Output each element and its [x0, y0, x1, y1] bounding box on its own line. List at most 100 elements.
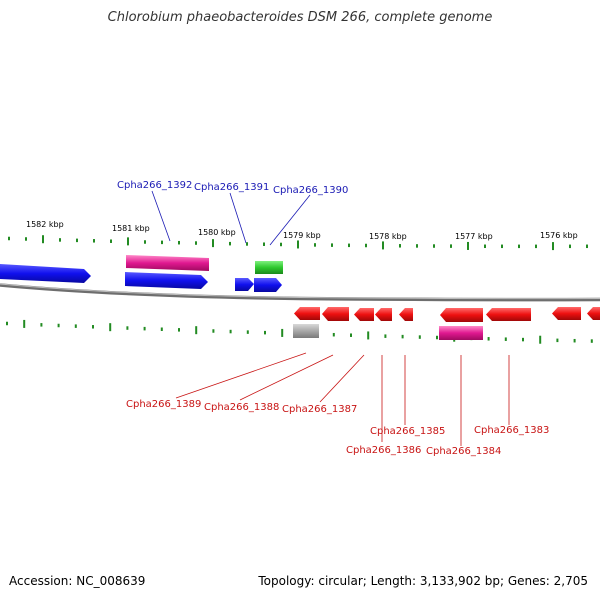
gene-arrow-reverse[interactable] — [440, 308, 483, 322]
kbp-label: 1576 kbp — [540, 231, 578, 240]
gene-label-cpha266-1385[interactable]: Cpha266_1385 — [370, 426, 445, 437]
gene-arrow-reverse[interactable] — [486, 308, 531, 321]
forward-gene-labels: Cpha266_1392 Cpha266_1391 Cpha266_1390 — [117, 180, 348, 246]
tick-mark — [229, 241, 231, 246]
tick-mark — [42, 235, 44, 244]
tick-mark — [350, 333, 352, 337]
tick-mark — [556, 338, 559, 343]
pseudo-gene[interactable] — [293, 324, 319, 338]
tick-mark — [246, 330, 249, 334]
kbp-label: 1578 kbp — [369, 232, 407, 241]
tick-mark — [297, 240, 299, 249]
tick-mark — [382, 241, 384, 250]
gene-label-cpha266-1392[interactable]: Cpha266_1392 — [117, 180, 192, 191]
tick-mark — [501, 244, 503, 249]
tick-mark — [25, 237, 27, 241]
tick-mark — [74, 324, 77, 328]
tick-mark — [127, 237, 129, 246]
tick-mark — [348, 243, 350, 248]
gene-arrow-reverse[interactable] — [375, 308, 392, 321]
tick-mark — [518, 244, 520, 249]
gene-label-cpha266-1384[interactable]: Cpha266_1384 — [426, 446, 501, 457]
tick-mark — [467, 241, 469, 250]
gene-arrow-reverse[interactable] — [587, 307, 600, 320]
tick-mark — [535, 244, 537, 249]
tick-mark — [263, 242, 265, 246]
rna-gene[interactable] — [126, 255, 209, 271]
gene-arrow-forward[interactable] — [235, 278, 254, 291]
gene-arrow-forward[interactable] — [254, 278, 282, 292]
tick-mark — [586, 244, 588, 249]
tick-mark — [401, 334, 404, 339]
gene-arrow-reverse[interactable] — [294, 307, 320, 320]
tick-mark — [487, 337, 490, 341]
tick-mark — [59, 238, 61, 242]
gene-label-cpha266-1387[interactable]: Cpha266_1387 — [282, 404, 357, 415]
tick-mark — [314, 243, 316, 247]
genome-backbone — [0, 283, 600, 302]
tick-mark — [416, 244, 418, 248]
gene-arrow-forward[interactable] — [0, 264, 91, 283]
gene-arrow-reverse[interactable] — [322, 307, 349, 321]
gene-label-cpha266-1391[interactable]: Cpha266_1391 — [194, 182, 269, 193]
gene-arrow-forward[interactable] — [125, 272, 208, 289]
tick-mark — [436, 335, 438, 340]
kbp-label: 1582 kbp — [26, 220, 64, 229]
tick-mark — [590, 339, 593, 343]
tick-mark — [433, 244, 435, 248]
tick-mark — [264, 330, 266, 335]
tick-mark — [110, 239, 112, 243]
tick-mark — [195, 326, 198, 335]
gene-label-cpha266-1390[interactable]: Cpha266_1390 — [273, 185, 348, 196]
tick-mark — [178, 240, 180, 245]
tick-mark — [40, 323, 43, 327]
genome-summary-text: Topology: circular; Length: 3,133,902 bp… — [258, 574, 588, 588]
tick-mark — [6, 321, 8, 326]
tick-mark — [552, 242, 554, 251]
tick-mark — [418, 335, 421, 339]
reverse-gene-labels: Cpha266_1389 Cpha266_1388 Cpha266_1387 C… — [126, 352, 549, 457]
tick-mark — [93, 239, 95, 243]
tick-mark — [367, 331, 370, 340]
gene-label-cpha266-1388[interactable]: Cpha266_1388 — [204, 402, 279, 413]
tick-marks — [6, 235, 593, 344]
gene-arrow-reverse[interactable] — [552, 307, 581, 320]
tick-mark — [229, 329, 232, 334]
gene-arrow-reverse[interactable] — [354, 308, 374, 321]
reverse-genes — [294, 307, 600, 322]
rna-gene[interactable] — [439, 326, 483, 340]
forward-genes — [0, 264, 282, 292]
tick-mark — [280, 242, 282, 247]
tick-mark — [76, 238, 78, 243]
gene-label-cpha266-1383[interactable]: Cpha266_1383 — [474, 425, 549, 436]
genome-title: Chlorobium phaeobacteroides DSM 266, com… — [107, 10, 493, 25]
tick-mark — [212, 329, 215, 333]
kbp-labels: 1582 kbp 1581 kbp 1580 kbp 1579 kbp 1578… — [26, 220, 578, 241]
accession-text: Accession: NC_008639 — [9, 574, 146, 588]
gene-label-cpha266-1386[interactable]: Cpha266_1386 — [346, 445, 421, 456]
tick-mark — [92, 325, 94, 329]
tick-mark — [161, 240, 163, 245]
tick-mark — [450, 244, 452, 248]
tick-mark — [522, 337, 524, 342]
tick-mark — [246, 242, 248, 246]
tick-mark — [160, 327, 163, 332]
tick-mark — [8, 236, 10, 241]
tick-mark — [23, 319, 26, 328]
tick-mark — [332, 332, 335, 337]
tick-mark — [143, 326, 146, 331]
tick-mark — [484, 244, 486, 249]
kbp-label: 1581 kbp — [112, 224, 150, 233]
tick-mark — [331, 243, 333, 247]
tick-mark — [195, 241, 197, 245]
kbp-label: 1579 kbp — [283, 231, 321, 240]
tick-mark — [57, 323, 60, 328]
kbp-label: 1580 kbp — [198, 228, 236, 237]
gene-arrow-reverse[interactable] — [399, 308, 413, 321]
tick-mark — [365, 243, 367, 248]
gene-label-cpha266-1389[interactable]: Cpha266_1389 — [126, 399, 201, 410]
kbp-label: 1577 kbp — [455, 232, 493, 241]
tick-mark — [212, 239, 214, 248]
tick-mark — [384, 334, 387, 338]
highlight-gene[interactable] — [255, 261, 283, 274]
